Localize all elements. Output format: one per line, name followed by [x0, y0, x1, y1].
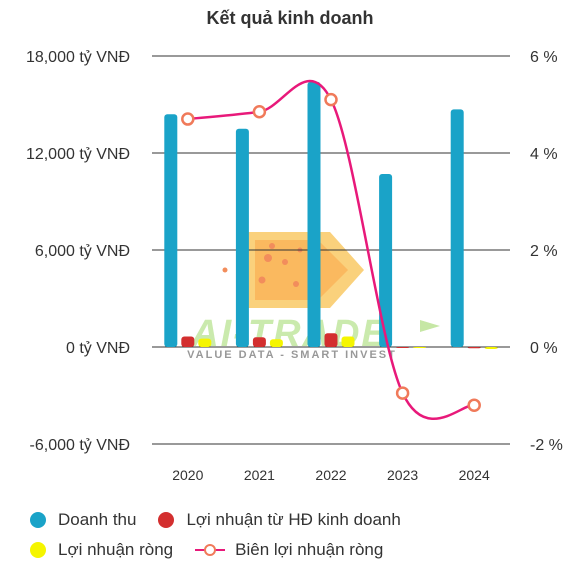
left-tick-label: 18,000 tỷ VNĐ [26, 49, 130, 66]
legend-marker-net-profit [30, 542, 46, 558]
legend-row-2: Lợi nhuận ròng Biên lợi nhuận ròng [30, 535, 570, 565]
legend-label-net-margin: Biên lợi nhuận ròng [235, 540, 384, 559]
bar-lợi-nhuận-từ-hđ-kinh-doanh[interactable] [467, 347, 481, 349]
bar-lợi-nhuận-từ-hđ-kinh-doanh[interactable] [396, 347, 410, 348]
x-tick-label: 2021 [244, 467, 275, 483]
x-axis: 2020 2021 2022 2023 2024 [172, 467, 490, 483]
legend-item-net-profit[interactable]: Lợi nhuận ròng [30, 540, 173, 560]
x-tick-label: 2022 [315, 467, 346, 483]
bar-lợi-nhuận-ròng[interactable] [484, 347, 498, 349]
chart-svg: Kết quả kinh doanh AI-TRADE VALUE DATA -… [26, 8, 563, 483]
x-tick-label: 2020 [172, 467, 203, 483]
legend-label-operating-profit: Lợi nhuận từ HĐ kinh doanh [186, 510, 401, 529]
legend-marker-operating-profit [158, 512, 175, 528]
right-tick-label: 6 % [530, 49, 558, 66]
net-margin-point[interactable] [395, 386, 410, 400]
legend-row-1: Doanh thu Lợi nhuận từ HĐ kinh doanh [30, 505, 570, 535]
bar-lợi-nhuận-từ-hđ-kinh-doanh[interactable] [252, 337, 266, 347]
right-tick-label: 4 % [530, 146, 558, 163]
watermark-brand: AI-TRADE [190, 313, 389, 355]
left-axis: 18,000 tỷ VNĐ 12,000 tỷ VNĐ 6,000 tỷ VNĐ 0 … [26, 49, 130, 454]
bar-doanh-thu[interactable] [307, 81, 321, 347]
right-tick-label: 2 % [530, 243, 558, 260]
right-tick-label: -2 % [530, 437, 563, 454]
right-axis: 6 % 4 % 2 % 0 % -2 % [530, 49, 563, 454]
net-margin-point[interactable] [324, 92, 338, 107]
net-margin-point[interactable] [181, 112, 195, 126]
net-margin-point[interactable] [467, 398, 481, 412]
watermark-tagline: VALUE DATA - SMART INVEST [187, 349, 397, 361]
x-tick-label: 2024 [459, 467, 490, 483]
legend-item-net-margin[interactable]: Biên lợi nhuận ròng [195, 540, 383, 560]
chart-title: Kết quả kinh doanh [206, 8, 373, 28]
legend-marker-revenue [30, 512, 46, 528]
net-margin-line [181, 79, 481, 420]
bar-lợi-nhuận-ròng[interactable] [341, 336, 355, 347]
legend-item-revenue[interactable]: Doanh thu [30, 510, 136, 530]
net-margin-point[interactable] [252, 105, 267, 119]
left-tick-label: 12,000 tỷ VNĐ [26, 146, 130, 163]
legend-item-operating-profit[interactable]: Lợi nhuận từ HĐ kinh doanh [158, 510, 401, 530]
left-tick-label: 0 tỷ VNĐ [66, 340, 130, 357]
bar-lợi-nhuận-từ-hđ-kinh-doanh[interactable] [324, 333, 338, 347]
legend-label-net-profit: Lợi nhuận ròng [58, 540, 174, 559]
bars [164, 81, 498, 349]
bar-doanh-thu[interactable] [379, 174, 393, 347]
right-tick-label: 0 % [530, 340, 558, 357]
x-tick-label: 2023 [387, 467, 418, 483]
bar-lợi-nhuận-ròng[interactable] [269, 339, 283, 347]
grid-lines [152, 55, 510, 445]
watermark-logo: AI-TRADE VALUE DATA - SMART INVEST [187, 232, 440, 361]
bar-lợi-nhuận-ròng[interactable] [198, 338, 212, 347]
legend-label-revenue: Doanh thu [58, 510, 137, 529]
bar-lợi-nhuận-ròng[interactable] [413, 347, 427, 348]
legend: Doanh thu Lợi nhuận từ HĐ kinh doanh Lợi… [30, 505, 570, 565]
bar-doanh-thu[interactable] [235, 128, 249, 347]
bar-doanh-thu[interactable] [450, 109, 464, 347]
legend-marker-net-margin [195, 542, 226, 558]
left-tick-label: -6,000 tỷ VNĐ [30, 437, 130, 454]
bar-doanh-thu[interactable] [164, 114, 178, 347]
bar-lợi-nhuận-từ-hđ-kinh-doanh[interactable] [181, 336, 195, 347]
left-tick-label: 6,000 tỷ VNĐ [35, 243, 130, 260]
